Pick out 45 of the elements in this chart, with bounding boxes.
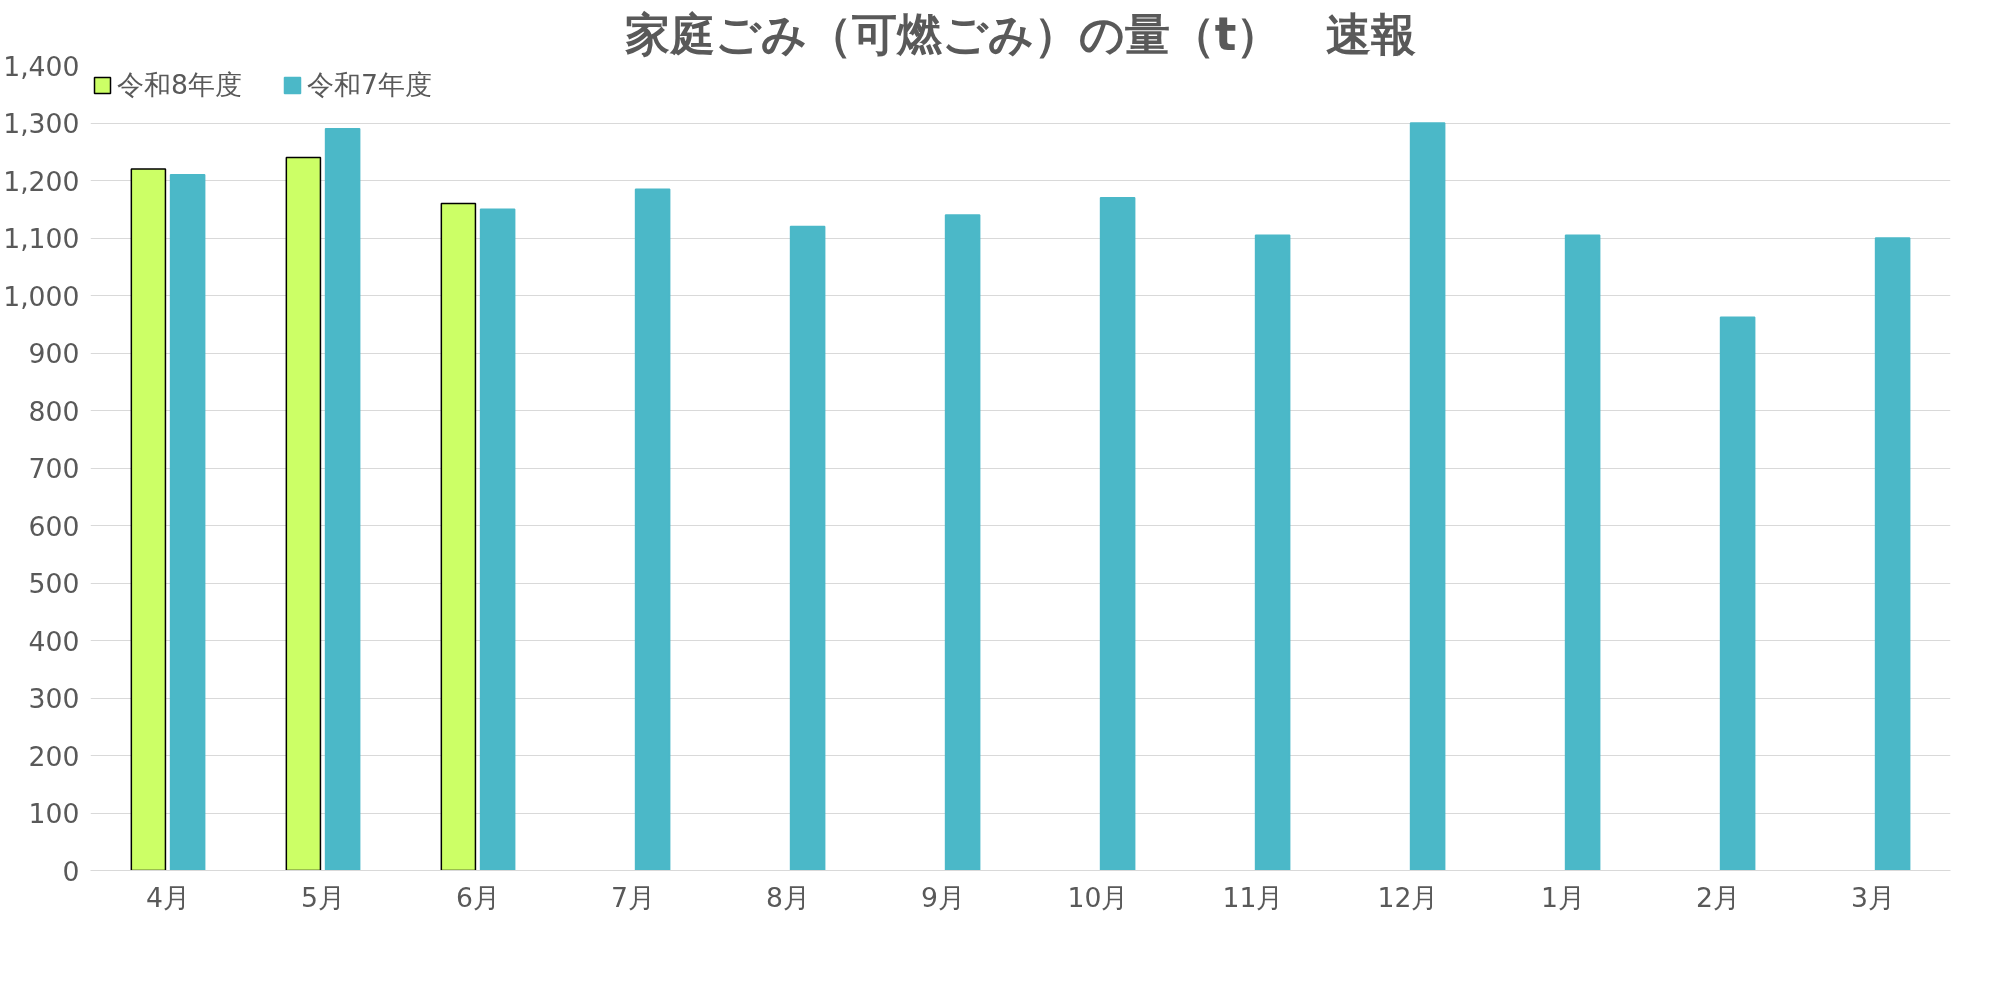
bar <box>1099 197 1136 871</box>
y-tick-label: 800 <box>28 395 80 427</box>
y-tick-label: 1,200 <box>3 165 80 197</box>
y-tick-label: 300 <box>28 683 80 714</box>
x-tick-label: 12月 <box>1377 881 1439 913</box>
x-tick-label: 5月 <box>301 881 345 913</box>
x-tick-label: 10月 <box>1067 881 1129 913</box>
bar <box>285 156 322 871</box>
bar <box>130 168 167 871</box>
y-tick-label: 1,300 <box>3 108 80 139</box>
bar <box>479 208 516 871</box>
bar <box>169 174 206 871</box>
legend-label: 令和8年度 <box>117 68 242 102</box>
y-tick-label: 600 <box>28 510 80 542</box>
y-tick-label: 100 <box>28 798 80 829</box>
y-tick-label: 500 <box>28 568 80 599</box>
y-tick-label: 1,400 <box>3 50 80 82</box>
bar <box>634 188 671 871</box>
bar <box>1409 122 1446 871</box>
y-tick-label: 0 <box>62 855 80 887</box>
x-tick-label: 3月 <box>1851 881 1895 913</box>
x-tick-label: 8月 <box>766 881 810 913</box>
x-tick-label: 11月 <box>1222 881 1284 913</box>
x-tick-label: 9月 <box>921 881 965 913</box>
legend-label: 令和7年度 <box>306 68 432 102</box>
y-tick-label: 700 <box>28 453 80 484</box>
x-tick-label: 6月 <box>456 881 500 913</box>
bar <box>440 202 477 871</box>
y-tick-label: 900 <box>28 338 80 369</box>
bar <box>944 214 981 871</box>
bar <box>789 225 826 871</box>
bar <box>1719 316 1756 871</box>
bar <box>1874 237 1911 871</box>
x-tick-label: 7月 <box>611 881 655 913</box>
bar <box>1564 234 1601 871</box>
x-tick-label: 1月 <box>1541 881 1585 913</box>
x-tick-label: 4月 <box>146 881 190 913</box>
y-tick-label: 1,100 <box>3 223 80 254</box>
y-tick-label: 400 <box>28 625 80 657</box>
chart-title: 家庭ごみ（可燃ごみ）の量（t） 速報 <box>624 7 1417 61</box>
y-tick-label: 200 <box>28 740 80 772</box>
bar <box>1254 234 1291 871</box>
y-tick-label: 1,000 <box>3 280 80 312</box>
bar <box>324 128 361 871</box>
x-tick-label: 2月 <box>1696 881 1740 913</box>
